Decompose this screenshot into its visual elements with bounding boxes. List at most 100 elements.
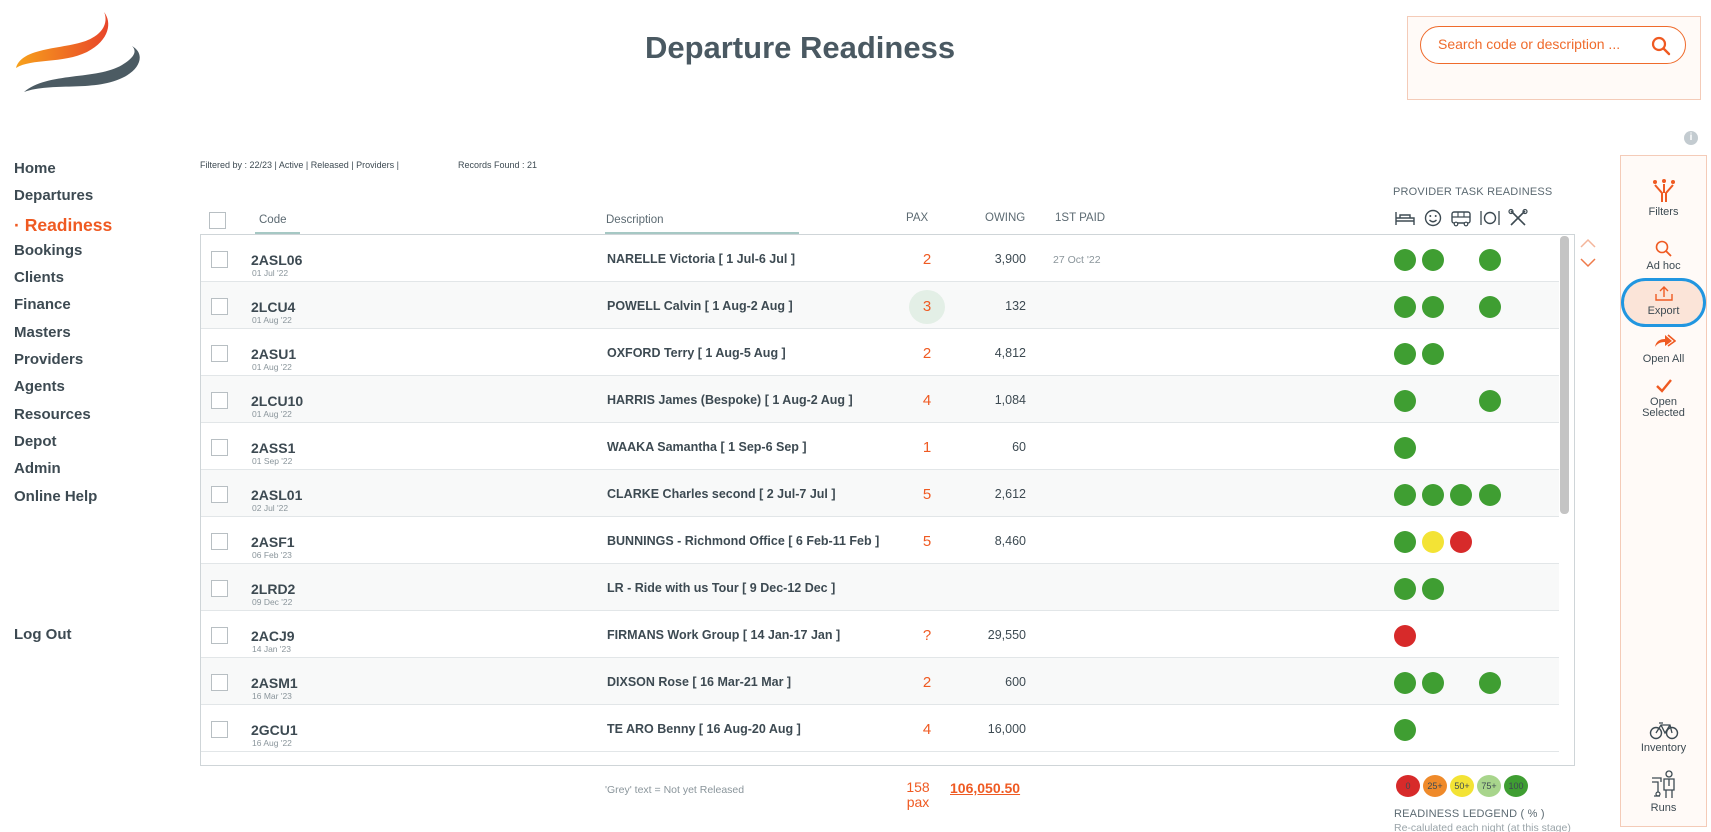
row-description[interactable]: WAAKA Samantha [ 1 Sep-6 Sep ] <box>607 440 807 454</box>
readiness-dot-green[interactable] <box>1422 296 1444 318</box>
adhoc-button[interactable]: Ad hoc <box>1621 240 1706 272</box>
row-code[interactable]: 2LRD2 <box>251 581 296 597</box>
table-row[interactable]: 2ASM1 16 Mar '23 DIXSON Rose [ 16 Mar-21 M… <box>201 658 1559 705</box>
nav-item-home[interactable]: Home <box>14 160 56 177</box>
readiness-dot-green[interactable] <box>1394 578 1416 600</box>
row-description[interactable]: LR - Ride with us Tour [ 9 Dec-12 Dec ] <box>607 581 836 595</box>
row-description[interactable]: DIXSON Rose [ 16 Mar-21 Mar ] <box>607 675 792 689</box>
table-row[interactable]: 2ASF1 06 Feb '23 BUNNINGS - Richmond Offic… <box>201 517 1559 564</box>
readiness-dot-green[interactable] <box>1479 672 1501 694</box>
row-description[interactable]: BUNNINGS - Richmond Office [ 6 Feb-11 Fe… <box>607 534 880 548</box>
row-code[interactable]: 2LCU4 <box>251 299 296 315</box>
logout-link[interactable]: Log Out <box>14 626 72 643</box>
row-description[interactable]: NARELLE Victoria [ 1 Jul-6 Jul ] <box>607 252 796 266</box>
readiness-dot-green[interactable] <box>1394 343 1416 365</box>
row-description[interactable]: CLARKE Charles second [ 2 Jul-7 Jul ] <box>607 487 836 501</box>
chevron-down-icon[interactable] <box>1580 258 1596 268</box>
row-code[interactable]: 2ASL01 <box>251 487 303 503</box>
runs-button[interactable]: Runs <box>1621 770 1706 814</box>
column-header-pax[interactable]: PAX <box>906 212 929 224</box>
open-selected-button[interactable]: Open Selected <box>1621 378 1706 419</box>
readiness-dot-green[interactable] <box>1394 531 1416 553</box>
search-input[interactable] <box>1438 36 1648 52</box>
nav-item-departures[interactable]: Departures <box>14 187 94 205</box>
row-description[interactable]: TE ARO Benny [ 16 Aug-20 Aug ] <box>607 722 801 736</box>
readiness-dot-green[interactable] <box>1394 296 1416 318</box>
row-checkbox[interactable] <box>211 486 228 503</box>
readiness-dot-green[interactable] <box>1422 578 1444 600</box>
table-row[interactable]: 2LCU4 01 Aug '22 POWELL Calvin [ 1 Aug-2 A… <box>201 282 1559 329</box>
table-row[interactable]: 2ACJ9 14 Jan '23 FIRMANS Work Group [ 14 J… <box>201 611 1559 658</box>
readiness-dot-red[interactable] <box>1450 531 1472 553</box>
row-checkbox[interactable] <box>211 392 228 409</box>
nav-item-online-help[interactable]: Online Help <box>14 487 98 505</box>
readiness-dot-green[interactable] <box>1394 249 1416 271</box>
row-code[interactable]: 2ASU1 <box>251 346 297 362</box>
table-row[interactable]: 2LRD2 09 Dec '22 LR - Ride with us Tour [ … <box>201 564 1559 611</box>
row-code[interactable]: 2GCU1 <box>251 722 298 738</box>
nav-item-masters[interactable]: Masters <box>14 323 71 341</box>
row-code[interactable]: 2ASM1 <box>251 675 298 691</box>
readiness-dot-green[interactable] <box>1422 249 1444 271</box>
readiness-dot-green[interactable] <box>1422 672 1444 694</box>
readiness-dot-green[interactable] <box>1422 484 1444 506</box>
readiness-dot-green[interactable] <box>1394 390 1416 412</box>
row-description[interactable]: OXFORD Terry [ 1 Aug-5 Aug ] <box>607 346 786 360</box>
nav-item-readiness[interactable]: Readiness <box>14 215 113 242</box>
readiness-dot-green[interactable] <box>1479 390 1501 412</box>
nav-item-depot[interactable]: Depot <box>14 432 57 450</box>
column-header-code[interactable]: Code <box>259 214 287 226</box>
row-checkbox[interactable] <box>211 580 228 597</box>
nav-item-resources[interactable]: Resources <box>14 405 91 423</box>
readiness-dot-green[interactable] <box>1479 484 1501 506</box>
readiness-dot-green[interactable] <box>1394 484 1416 506</box>
nav-item-agents[interactable]: Agents <box>14 378 65 396</box>
readiness-dot-green[interactable] <box>1422 343 1444 365</box>
readiness-dot-red[interactable] <box>1394 625 1416 647</box>
table-row[interactable]: 2GCU1 16 Aug '22 TE ARO Benny [ 16 Aug-20 … <box>201 705 1559 752</box>
row-description[interactable]: HARRIS James (Bespoke) [ 1 Aug-2 Aug ] <box>607 393 853 407</box>
row-checkbox[interactable] <box>211 674 228 691</box>
readiness-dot-green[interactable] <box>1450 484 1472 506</box>
row-code[interactable]: 2ACJ9 <box>251 628 295 644</box>
search-icon[interactable] <box>1651 36 1671 56</box>
table-row[interactable]: 2ASL01 02 Jul '22 CLARKE Charles second [ … <box>201 470 1559 517</box>
nav-item-clients[interactable]: Clients <box>14 269 65 287</box>
row-checkbox[interactable] <box>211 251 228 268</box>
row-description[interactable]: FIRMANS Work Group [ 14 Jan-17 Jan ] <box>607 628 841 642</box>
nav-item-finance[interactable]: Finance <box>14 296 71 314</box>
inventory-button[interactable]: Inventory <box>1621 720 1706 754</box>
table-row[interactable]: 2ASU1 01 Aug '22 OXFORD Terry [ 1 Aug-5 Au… <box>201 329 1559 376</box>
column-header-first-paid[interactable]: 1ST PAID <box>1055 212 1106 224</box>
readiness-dot-green[interactable] <box>1479 249 1501 271</box>
row-code[interactable]: 2ASF1 <box>251 534 295 550</box>
readiness-dot-green[interactable] <box>1394 437 1416 459</box>
readiness-dot-green[interactable] <box>1394 672 1416 694</box>
chevron-up-icon[interactable] <box>1580 238 1596 248</box>
readiness-dot-yellow[interactable] <box>1422 531 1444 553</box>
export-button[interactable]: Export <box>1621 285 1706 317</box>
row-checkbox[interactable] <box>211 439 228 456</box>
row-code[interactable]: 2LCU10 <box>251 393 304 409</box>
nav-item-admin[interactable]: Admin <box>14 460 61 478</box>
row-checkbox[interactable] <box>211 298 228 315</box>
nav-item-providers[interactable]: Providers <box>14 351 84 369</box>
readiness-dot-green[interactable] <box>1479 296 1501 318</box>
table-row[interactable]: 2LCU10 01 Aug '22 HARRIS James (Bespoke) [… <box>201 376 1559 423</box>
row-description[interactable]: POWELL Calvin [ 1 Aug-2 Aug ] <box>607 299 793 313</box>
column-header-owing[interactable]: OWING <box>985 212 1026 224</box>
row-checkbox[interactable] <box>211 533 228 550</box>
table-scrollbar[interactable] <box>1560 236 1569 514</box>
filters-button[interactable]: Filters <box>1621 178 1706 218</box>
total-owing[interactable]: 106,050.50 <box>950 780 1021 796</box>
row-code[interactable]: 2ASS1 <box>251 440 296 456</box>
select-all-checkbox[interactable] <box>209 212 226 229</box>
row-checkbox[interactable] <box>211 345 228 362</box>
info-icon[interactable]: i <box>1684 131 1698 145</box>
readiness-dot-green[interactable] <box>1394 719 1416 741</box>
row-checkbox[interactable] <box>211 627 228 644</box>
table-row[interactable]: 2ASS1 01 Sep '22 WAAKA Samantha [ 1 Sep-6 … <box>201 423 1559 470</box>
column-header-description[interactable]: Description <box>606 214 664 226</box>
nav-item-bookings[interactable]: Bookings <box>14 241 83 259</box>
table-row[interactable]: 2ASL06 01 Jul '22 NARELLE Victoria [ 1 Jul… <box>201 235 1559 282</box>
